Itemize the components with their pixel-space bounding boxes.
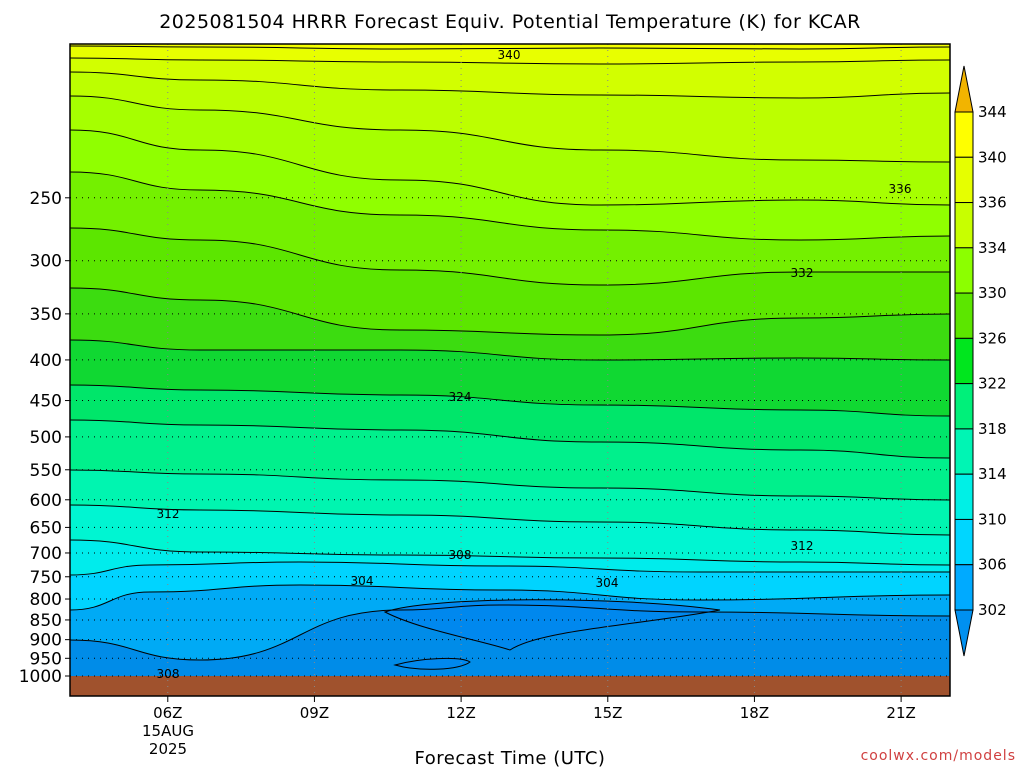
- x-sublabel-date: 15AUG: [142, 722, 194, 740]
- contour-line: [70, 71, 950, 99]
- contour-line: [70, 504, 950, 536]
- ground-layer: [70, 676, 950, 696]
- x-tick-label: 06Z: [153, 704, 182, 722]
- contour-line: [70, 384, 950, 417]
- contour-label: 304: [351, 574, 374, 588]
- contour-label: 324: [449, 390, 472, 404]
- contour-labels: 340 336 332 324 312 312 308 304 304 308: [157, 48, 912, 681]
- y-tick-label: 300: [30, 252, 62, 272]
- credit-text: coolwx.com/models: [861, 748, 1016, 764]
- contour-line: [70, 561, 950, 576]
- contour-line: [393, 657, 471, 670]
- colorbar: 344 340 336 334 330 326 322 318 314 310 306 302: [954, 65, 1007, 657]
- y-tick-label: 750: [30, 568, 62, 588]
- contour-line: [70, 419, 950, 459]
- colorbar-label: 344: [978, 103, 1007, 121]
- colorbar-label: 314: [978, 465, 1007, 483]
- contour-line: [70, 584, 950, 611]
- y-tick-label: 1000: [19, 667, 62, 687]
- colorbar-label: 322: [978, 375, 1007, 393]
- colorbar-swatch: [954, 564, 974, 611]
- y-tick-label: 250: [30, 189, 62, 209]
- contour-label: 308: [449, 548, 472, 562]
- contour-line: [70, 129, 950, 206]
- colorbar-label: 302: [978, 601, 1007, 619]
- contour-line: [70, 539, 950, 566]
- y-tick-label: 400: [30, 351, 62, 371]
- colorbar-label: 330: [978, 284, 1007, 302]
- contour-line: [70, 339, 950, 361]
- colorbar-swatch: [954, 383, 974, 430]
- grid-lines: [70, 44, 950, 696]
- contour-line: [70, 227, 950, 286]
- y-tick-label: 550: [30, 461, 62, 481]
- chart-title: 2025081504 HRRR Forecast Equiv. Potentia…: [159, 11, 861, 33]
- colorbar-label: 334: [978, 239, 1007, 257]
- colorbar-label: 306: [978, 556, 1007, 574]
- y-tick-label: 950: [30, 649, 62, 669]
- y-tick-label: 800: [30, 590, 62, 610]
- x-tick-label: 09Z: [300, 704, 329, 722]
- time-axis: 06Z 09Z 12Z 15Z 18Z 21Z: [153, 696, 916, 722]
- x-tick-label: 12Z: [446, 704, 475, 722]
- theta-e-contour-lines: [70, 45, 950, 670]
- colorbar-cap-bottom: [954, 609, 974, 657]
- contour-label: 304: [596, 576, 619, 590]
- contour-line: [383, 599, 721, 651]
- colorbar-label: 340: [978, 148, 1007, 166]
- y-tick-label: 600: [30, 491, 62, 511]
- contour-label: 312: [157, 507, 180, 521]
- y-tick-label: 350: [30, 305, 62, 325]
- pressure-axis: 2503003504004505005506006507007508008509…: [19, 189, 70, 687]
- x-axis-title: Forecast Time (UTC): [415, 748, 606, 768]
- contour-label: 336: [889, 182, 912, 196]
- plot-frame: [69, 43, 951, 697]
- contour-label: 340: [498, 48, 521, 62]
- cold-pool-region: [385, 599, 720, 650]
- y-tick-label: 700: [30, 544, 62, 564]
- y-tick-label: 650: [30, 518, 62, 538]
- colorbar-swatch: [954, 202, 974, 249]
- colorbar-label: 326: [978, 329, 1007, 347]
- colorbar-swatch: [954, 518, 974, 566]
- colorbar-cap-top: [954, 65, 974, 113]
- contour-line: [70, 45, 950, 50]
- y-tick-label: 850: [30, 611, 62, 631]
- colorbar-swatch: [954, 337, 974, 385]
- colorbar-swatch: [954, 292, 974, 339]
- contour-label: 308: [157, 667, 180, 681]
- x-tick-label: 15Z: [593, 704, 622, 722]
- contour-label: 332: [791, 266, 814, 280]
- colorbar-swatch: [954, 247, 974, 294]
- y-tick-label: 450: [30, 392, 62, 412]
- colorbar-label: 318: [978, 420, 1007, 438]
- contour-line: [70, 171, 950, 241]
- contour-line: [70, 469, 950, 501]
- contour-line: [70, 95, 950, 163]
- x-sublabel-year: 2025: [149, 740, 187, 758]
- y-tick-label: 900: [30, 631, 62, 651]
- theta-e-contour-fill: [70, 44, 950, 696]
- contour-line: [70, 604, 950, 661]
- colorbar-swatch: [954, 428, 974, 475]
- colorbar-swatch: [954, 111, 974, 158]
- x-tick-label: 18Z: [740, 704, 769, 722]
- contour-line: [70, 287, 950, 336]
- colorbar-swatch: [954, 473, 974, 520]
- colorbar-label: 336: [978, 194, 1007, 212]
- colorbar-label: 310: [978, 510, 1007, 528]
- colorbar-swatch: [954, 156, 974, 204]
- contour-label: 312: [791, 539, 814, 553]
- y-tick-label: 500: [30, 428, 62, 448]
- x-tick-label: 21Z: [886, 704, 915, 722]
- contour-line: [70, 57, 950, 65]
